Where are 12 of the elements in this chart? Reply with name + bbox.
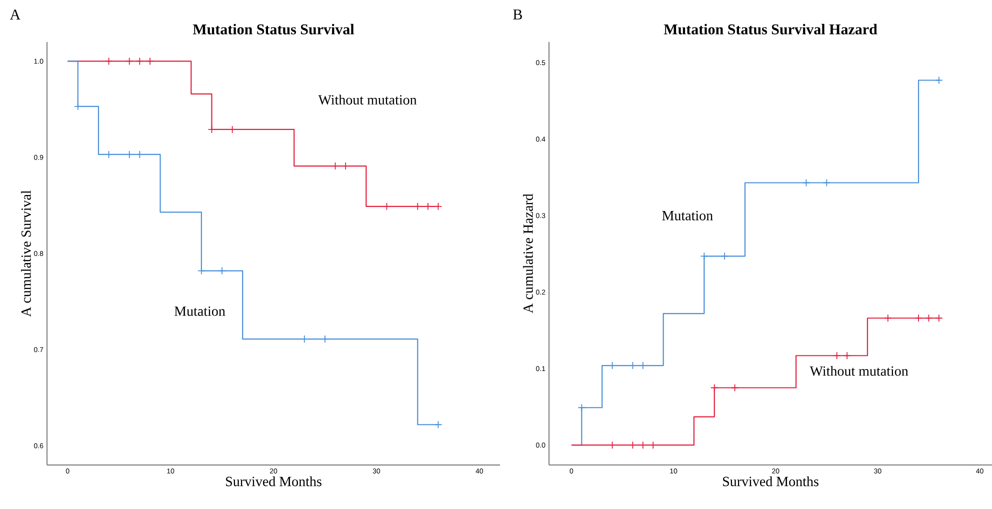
x-axis-title: Survived Months [723, 476, 818, 486]
chart-title: Mutation Status Survival [192, 24, 354, 34]
y-axis-title: A cumulative Hazard [523, 194, 533, 314]
chart-title: Mutation Status Survival Hazard [664, 24, 878, 34]
text: B [513, 10, 522, 20]
text: A [10, 10, 20, 20]
series-label: Without mutation [810, 366, 908, 376]
y-axis-title: A cumulative Survival [21, 190, 31, 317]
series-label: Mutation [174, 306, 226, 316]
text: Without mutation [318, 94, 417, 105]
x-axis-title: Survived Months [226, 476, 322, 486]
text: Mutation [662, 210, 713, 220]
